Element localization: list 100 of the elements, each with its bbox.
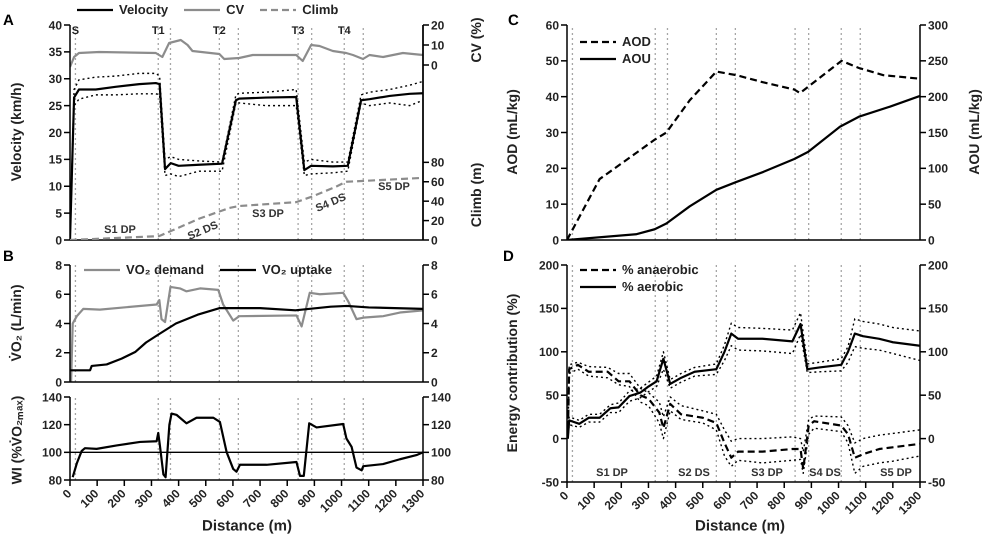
x-tick-label: 400: [158, 486, 184, 511]
y2-tick-label: 150: [928, 302, 948, 316]
legend-label: Climb: [302, 2, 338, 17]
y2-tick-label: 20: [431, 18, 445, 32]
y-tick-label: 80: [48, 473, 62, 488]
y2-tick-label: 100: [431, 446, 452, 460]
y-tick-label: 50: [546, 54, 560, 68]
annotation: S2 DS: [186, 219, 220, 243]
y-tick-label: 0: [55, 375, 62, 390]
y-tick-label: 30: [546, 126, 560, 140]
annotation: S1 DP: [596, 467, 628, 479]
legend-label: CV: [226, 2, 244, 17]
y-tick-label: 10: [546, 197, 560, 212]
y-tick-label: 0: [552, 233, 560, 248]
ref-line-label: T2: [212, 25, 226, 37]
y2-axis-title: AOU (mL/kg): [966, 89, 982, 175]
y-tick-label: 5: [55, 206, 62, 220]
x-tick-label: 100: [77, 486, 102, 511]
y2-tick-label: 300: [928, 18, 948, 32]
x-tick-label: 500: [186, 486, 210, 511]
x-tick-label: 300: [628, 488, 654, 513]
y-axis-title: Velocity (km/h): [8, 82, 24, 182]
annotation: S3 DP: [751, 467, 783, 479]
y-tick-label: 200: [538, 258, 560, 272]
y-axis-title: WI (%V̇O₂ₘₐₓ): [8, 396, 26, 484]
y2-tick-label: 50: [928, 388, 942, 402]
ref-line-label: T4: [338, 25, 352, 37]
y2-tick-label: 2: [431, 346, 438, 360]
y2-tick-label: 120: [431, 418, 452, 432]
x-tick-label: 400: [656, 488, 680, 513]
x-tick-label: 900: [792, 488, 816, 513]
y-tick-label: 20: [48, 126, 62, 140]
legend-label: % aerobic: [622, 279, 684, 294]
y-axis-title: Energy contribution (%): [504, 294, 520, 452]
x-tick-label: 800: [268, 486, 292, 511]
y-tick-label: 4: [55, 316, 62, 331]
x-tick-label: 300: [132, 486, 156, 511]
y-tick-label: 100: [538, 345, 560, 360]
y-axis-title: AOD (mL/kg): [504, 89, 520, 175]
y-axis-title: V̇O₂ (L/min): [8, 284, 24, 362]
x-tick-label: 900: [294, 486, 319, 511]
y-tick-label: 25: [48, 98, 62, 113]
y-tick-label: 30: [48, 72, 62, 86]
y2-tick-label: 8: [431, 258, 438, 272]
x-tick-label: 100: [574, 488, 599, 513]
annotation: S2 DS: [678, 467, 710, 479]
y3-axis-title: Climb (m): [468, 162, 484, 228]
ref-line-label: S: [72, 25, 80, 37]
legend-label: % anaerobic: [622, 262, 699, 277]
x-tick-label: 200: [602, 488, 626, 513]
ref-line-label: T1: [152, 25, 165, 37]
y-tick-label: 10: [48, 180, 62, 194]
legend-label: AOU: [622, 51, 651, 66]
y-tick-label: 50: [546, 388, 560, 402]
y-tick-label: -50: [542, 475, 560, 490]
y2-tick-label: 100: [928, 345, 948, 360]
annotation: S4 DS: [314, 191, 348, 215]
y-tick-label: 2: [55, 346, 62, 360]
annotation: S3 DP: [252, 208, 284, 220]
y2-tick-label: 200: [928, 90, 948, 104]
y2-tick-label: 150: [928, 126, 948, 140]
y2-tick-label: 140: [431, 390, 452, 404]
y-tick-label: 40: [48, 18, 62, 32]
annotation: S4 DS: [809, 467, 841, 479]
ref-line-label: T3: [292, 25, 305, 37]
y-tick-label: 150: [538, 302, 560, 316]
x-tick-label: 200: [104, 486, 129, 511]
x-tick-label: 600: [710, 488, 735, 513]
y-tick-label: 35: [48, 45, 62, 60]
y-tick-label: 100: [42, 446, 62, 460]
x-axis-title: Distance (m): [202, 518, 292, 534]
y3-tick-label: 60: [431, 175, 445, 190]
y-tick-label: 20: [546, 162, 560, 176]
y2-tick-label: 200: [928, 258, 948, 272]
y2-tick-label: 0: [928, 233, 935, 248]
annotation: S5 DP: [880, 467, 912, 479]
y2-tick-label: 4: [431, 316, 438, 331]
y3-tick-label: 40: [431, 194, 445, 208]
y2-tick-label: 250: [928, 54, 948, 68]
y2-tick-label: 0: [431, 375, 438, 390]
y2-tick-label: 50: [928, 197, 942, 212]
chart-title: C: [508, 12, 519, 29]
y2-tick-label: 6: [431, 288, 438, 302]
x-tick-label: 700: [737, 488, 762, 513]
legend-label: VO₂ demand: [126, 262, 204, 277]
x-tick-label: 700: [240, 486, 265, 511]
x-axis-title: Distance (m): [694, 518, 786, 534]
y2-tick-label: 100: [928, 162, 948, 176]
y3-tick-label: 0: [431, 233, 438, 248]
legend-label: AOD: [622, 34, 651, 49]
y-tick-label: 8: [55, 258, 62, 272]
chart-title: A: [3, 12, 14, 29]
legend-label: Velocity: [119, 2, 168, 17]
y-tick-label: 60: [546, 18, 560, 32]
y2-tick-label: 0: [431, 58, 438, 72]
chart-title: B: [3, 248, 14, 265]
annotation: S1 DP: [104, 224, 136, 236]
x-tick-label: 800: [764, 488, 789, 513]
y-tick-label: 140: [42, 390, 62, 404]
y3-tick-label: 80: [431, 156, 445, 170]
